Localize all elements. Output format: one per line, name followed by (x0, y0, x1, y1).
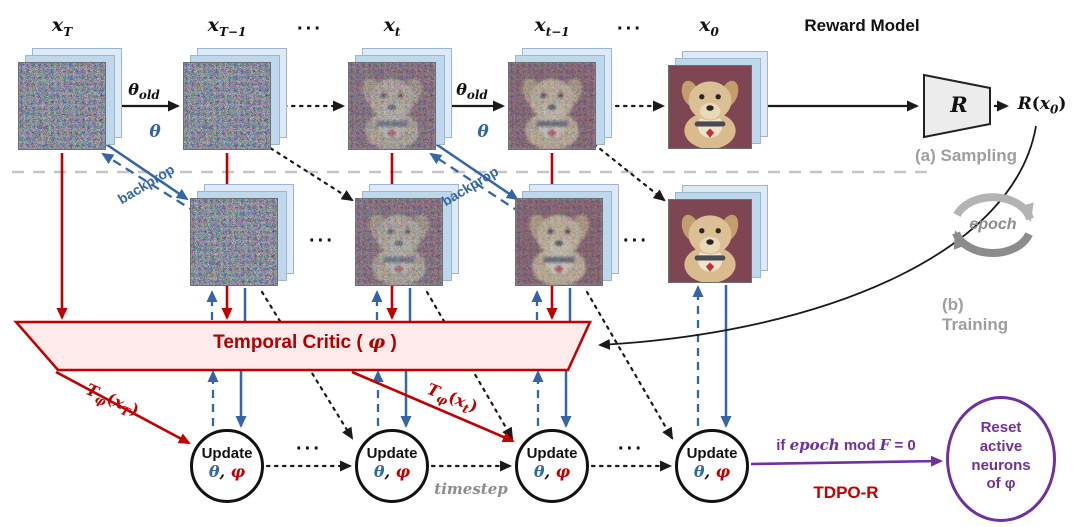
latent-image-xT1 (183, 48, 287, 150)
update-params: θ, φ (208, 462, 246, 481)
update-label: Update (366, 445, 418, 462)
update-node-1: Update θ, φ (190, 429, 264, 503)
sample-image-x0 (668, 51, 768, 149)
arrow-tdpor-reset (750, 455, 943, 467)
label-xt: xt (383, 14, 401, 39)
label-tdpor: TDPO-R (813, 483, 879, 502)
update-node-3: Update θ, φ (515, 429, 589, 503)
reset-neurons-ellipse: Reset active neurons of φ (946, 396, 1056, 522)
dog-image (668, 65, 752, 149)
label-theta-old-2: θold (456, 80, 488, 103)
label-theta-1: θ (149, 122, 161, 142)
arrow-dotted-diag-2 (592, 142, 666, 202)
update-params: θ, φ (693, 462, 731, 481)
dog-image (668, 199, 752, 283)
arrow-dotted-diag-1 (262, 142, 354, 202)
update-node-4: Update θ, φ (675, 429, 749, 503)
noise-image (515, 198, 603, 286)
label-x0: x0 (699, 14, 719, 39)
update-params: θ, φ (373, 462, 411, 481)
training-latent-xt (355, 184, 459, 286)
emerging-dog-overlay (509, 63, 595, 149)
label-theta-old-1: θold (128, 80, 160, 103)
arrow-theta-diag-2 (429, 138, 519, 201)
label-xt1: xt−1 (534, 14, 570, 39)
label-epoch: epoch (969, 216, 1017, 233)
reset-line: active (979, 437, 1023, 455)
label-theta-2: θ (477, 122, 489, 142)
update-label: Update (201, 445, 253, 462)
update-label: Update (686, 445, 738, 462)
label-sampling-section: (a) Sampling (914, 146, 1018, 165)
ellipsis-top-2: ··· (617, 18, 643, 40)
label-reward-model: Reward Model (804, 16, 920, 35)
arrow-theta-diag-1 (99, 138, 189, 201)
ellipsis-bottom-1: ··· (296, 438, 322, 460)
ellipsis-row2-2: ··· (623, 230, 649, 252)
arrow-reward-to-critic (598, 125, 1037, 350)
noise-image (183, 62, 271, 150)
reward-model-trapezoid (923, 73, 991, 139)
update-params: θ, φ (533, 462, 571, 481)
label-training-section: (b) Training (942, 295, 1009, 334)
arrow-tphi-xt (351, 370, 515, 443)
latent-image-xt1 (508, 48, 612, 150)
noise-image (18, 62, 106, 150)
noise-image (190, 198, 278, 286)
label-timestep: timestep (434, 480, 508, 498)
training-sample-x0 (668, 185, 768, 283)
reward-model-R: R (950, 92, 968, 117)
update-node-2: Update θ, φ (355, 429, 429, 503)
arrow-backprop-diag-2 (429, 152, 522, 214)
temporal-critic-trapezoid (13, 320, 592, 372)
label-xT1: xT−1 (207, 14, 247, 39)
training-latent-xt1 (515, 184, 619, 286)
epoch-cycle-arrow-bottom (952, 230, 1033, 257)
latent-image-xT (18, 48, 122, 150)
arrow-dotted-into-c2 (260, 290, 354, 440)
noise-image (355, 198, 443, 286)
arrow-tphi-xT (55, 370, 191, 445)
label-xT: xT (51, 14, 73, 39)
ellipsis-row2-1: ··· (309, 230, 335, 252)
epoch-cycle-arrow-top (953, 193, 1034, 222)
update-label: Update (526, 445, 578, 462)
noise-image (348, 62, 436, 150)
reset-line: neurons (971, 456, 1031, 474)
noise-image (508, 62, 596, 150)
ellipsis-top-1: ··· (297, 18, 323, 40)
reset-line: Reset (980, 419, 1022, 436)
label-reward-output: R(x0) (1017, 94, 1067, 117)
arrow-backprop-diag-1 (101, 152, 198, 214)
ellipsis-bottom-2: ··· (618, 438, 644, 460)
emerging-dog-overlay (349, 63, 435, 149)
emerging-dog-overlay (356, 199, 442, 285)
temporal-critic-label: Temporal Critic ( φ ) (213, 331, 397, 353)
latent-image-xt (348, 48, 452, 150)
emerging-dog-overlay (516, 199, 602, 285)
reset-line: of φ (986, 475, 1016, 493)
label-epoch-condition: if epoch mod F = 0 (776, 436, 916, 454)
training-latent-xT1 (190, 184, 294, 286)
